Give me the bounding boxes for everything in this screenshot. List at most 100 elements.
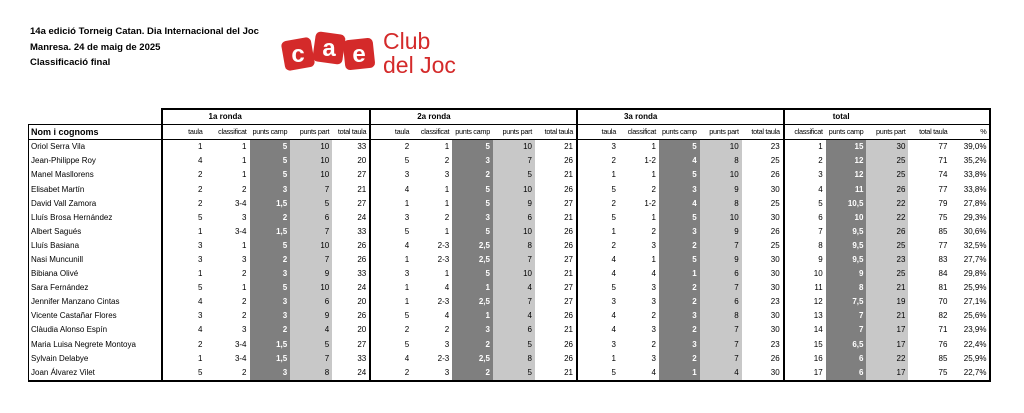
total-cell: 25 xyxy=(866,154,909,169)
round-cell: 5 xyxy=(290,196,333,211)
round-cell: 10 xyxy=(290,139,333,155)
column-header: total taula xyxy=(332,124,372,141)
column-header: taula xyxy=(369,124,413,141)
round-cell: 23 xyxy=(741,295,785,310)
cae-logo-mark: c a e xyxy=(281,31,375,71)
player-name: Maria Luisa Negrete Montoya xyxy=(28,337,163,352)
player-name: Jennifer Manzano Cintas xyxy=(28,295,163,310)
column-header: punts camp xyxy=(452,124,493,141)
round-cell: 3-4 xyxy=(234,226,247,236)
total-cell: 71 xyxy=(938,156,948,166)
total-cell: 7,5 xyxy=(825,295,867,310)
table-row: Sara Fernández 5 1 5 10 24 1 4 1 4 27 5 3 2 7 30 11 8 21 81… xyxy=(28,281,992,296)
total-cell: 79 xyxy=(938,198,948,208)
round-cell: 1 xyxy=(575,351,619,366)
total-cell: 77 xyxy=(938,184,948,194)
round-cell: 5 xyxy=(575,281,619,296)
round-cell: 5 xyxy=(658,168,700,183)
round-cell: 10 xyxy=(492,267,535,282)
club-name: Club del Joc xyxy=(383,29,456,77)
round-cell: 2 xyxy=(658,351,700,366)
round-cell: 5 xyxy=(160,281,206,296)
total-cell: 81 xyxy=(938,283,948,293)
total-cell: 8 xyxy=(825,281,867,296)
round-cell: 26 xyxy=(332,309,372,324)
player-name: Oriol Serra Vila xyxy=(28,139,163,155)
total-cell: 22 xyxy=(866,196,909,211)
total-cell: 25 xyxy=(866,238,909,253)
round-cell: 5 xyxy=(452,139,493,155)
round-cell: 7 xyxy=(699,323,742,338)
round-cell: 30 xyxy=(741,323,785,338)
table-row: Albert Sagués 1 3-4 1,5 7 33 5 1 5 10 26 1 2 3 9 26 7 9,5… xyxy=(28,224,992,239)
round-cell: 7 xyxy=(699,238,742,253)
round-cell: 1 xyxy=(444,184,450,194)
total-cell: 12 xyxy=(825,168,867,183)
round-cell: 2 xyxy=(658,323,700,338)
round-cell: 2 xyxy=(249,323,291,338)
player-name: Sara Fernández xyxy=(28,281,163,296)
round-cell: 4 xyxy=(575,323,619,338)
total-cell: 33,8% xyxy=(950,168,992,183)
player-name: Nasi Muncunill xyxy=(28,252,163,268)
column-header: total taula xyxy=(534,124,578,141)
round-cell: 3 xyxy=(575,337,619,352)
round-cell: 5 xyxy=(658,139,700,155)
player-name: Clàudia Alonso Espín xyxy=(28,323,163,338)
round-cell: 1 xyxy=(242,142,247,152)
tournament-title: 14a edició Torneig Catan. Dia Internacio… xyxy=(30,26,259,37)
round-cell: 2 xyxy=(160,337,206,352)
round-cell: 4 xyxy=(160,295,206,310)
total-cell: 77 xyxy=(938,240,948,250)
total-cell: 6 xyxy=(825,365,867,382)
round-cell: 1 xyxy=(452,309,493,324)
name-column-header: Nom i cognoms xyxy=(28,124,163,141)
round-cell: 8 xyxy=(699,154,742,169)
round-cell: 1 xyxy=(242,240,247,250)
total-cell: 27,1% xyxy=(950,295,992,310)
round-cell: 1 xyxy=(242,156,247,166)
round-cell: 3 xyxy=(452,210,493,225)
round-cell: 10 xyxy=(492,182,535,197)
round-cell: 1 xyxy=(658,267,700,282)
round-cell: 4 xyxy=(492,309,535,324)
round-cell: 1-2 xyxy=(644,198,656,208)
round-cell: 1,5 xyxy=(249,337,291,352)
total-cell: 82 xyxy=(938,311,948,321)
player-name: Sylvain Delabye xyxy=(28,351,163,366)
round-cell: 4 xyxy=(618,365,659,382)
round-cell: 9 xyxy=(492,196,535,211)
round-cell: 20 xyxy=(332,154,372,169)
round-cell: 10 xyxy=(290,168,333,183)
round-cell: 5 xyxy=(492,168,535,183)
player-name: David Vall Zamora xyxy=(28,196,163,211)
column-header: classificat xyxy=(205,124,250,141)
total-cell: 27,7% xyxy=(950,252,992,268)
total-cell: 85 xyxy=(938,353,948,363)
total-cell: 23 xyxy=(866,252,909,268)
player-name: Bibiana Olivé xyxy=(28,267,163,282)
round-cell: 2-3 xyxy=(437,297,450,307)
total-cell: 75 xyxy=(908,365,951,382)
round-cell: 25 xyxy=(741,196,785,211)
round-cell: 21 xyxy=(332,182,372,197)
round-cell: 5 xyxy=(290,337,333,352)
total-cell: 25 xyxy=(866,168,909,183)
ranking-table: 1a ronda 2a ronda 3a ronda total Nom i cogno… xyxy=(28,108,992,382)
round-cell: 1 xyxy=(658,365,700,382)
round-cell: 30 xyxy=(741,182,785,197)
table-row: Jean-Philippe Roy 4 1 5 10 20 5 2 3 7 26 2 1-2 4 8 25 2 1… xyxy=(28,154,992,169)
round-cell: 3 xyxy=(658,182,700,197)
round-cell: 27 xyxy=(332,337,372,352)
round-cell: 7 xyxy=(290,252,333,268)
round-cell: 2 xyxy=(651,184,656,194)
round-cell: 5 xyxy=(160,210,206,225)
round-cell: 26 xyxy=(534,224,578,239)
round-cell: 2 xyxy=(452,168,493,183)
table-row: Oriol Serra Vila 1 1 5 10 33 2 1 5 10 21 3 1 5 10 23 1 15… xyxy=(28,139,992,155)
round-cell: 1 xyxy=(369,295,413,310)
round-cell: 4 xyxy=(160,323,206,338)
round-cell: 30 xyxy=(741,365,785,382)
round-cell: 33 xyxy=(332,139,372,155)
round-cell: 2,5 xyxy=(452,252,493,268)
